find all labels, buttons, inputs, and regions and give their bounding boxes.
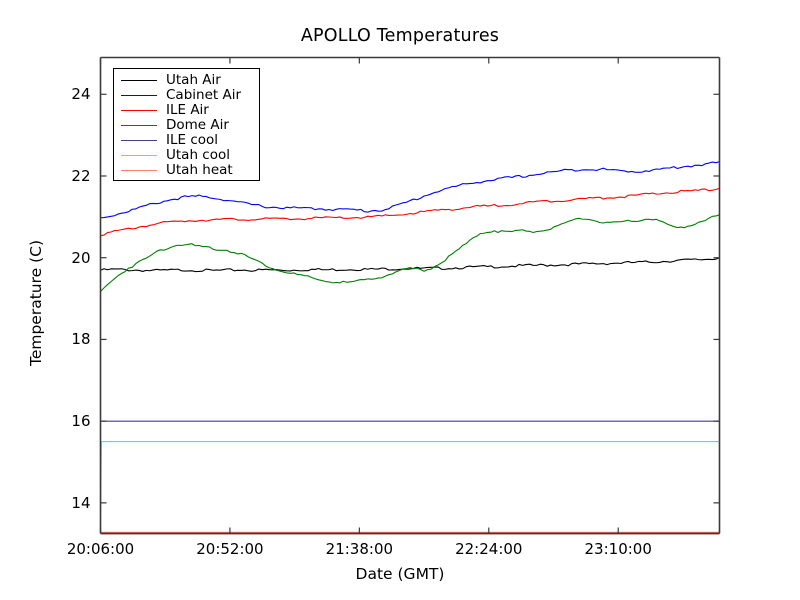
legend-label: Utah Air	[166, 72, 221, 88]
x-tick-label: 20:52:00	[196, 539, 264, 558]
legend-item: Utah heat	[121, 163, 259, 178]
legend-item: Utah cool	[121, 148, 259, 163]
y-tick-label: 22	[71, 166, 91, 185]
y-tick-label: 18	[71, 330, 91, 349]
y-tick-label: 14	[71, 493, 91, 512]
x-tick-label: 23:10:00	[584, 539, 652, 558]
legend-color-swatch	[121, 155, 157, 156]
data-lines-group	[100, 161, 720, 533]
legend-label: ILE Air	[166, 102, 209, 118]
series-line-ile-air	[100, 187, 720, 237]
series-line-cabinet-air	[100, 161, 720, 219]
legend-item: ILE cool	[121, 133, 259, 148]
legend-item: Utah Air	[121, 73, 259, 88]
series-line-utah-cool	[100, 441, 720, 530]
legend-item: Dome Air	[121, 118, 259, 133]
x-tick-label: 20:06:00	[66, 539, 135, 558]
legend-color-swatch	[121, 125, 157, 126]
legend-label: Cabinet Air	[166, 87, 242, 103]
series-line-utah-air	[100, 257, 720, 273]
legend-color-swatch	[121, 140, 157, 141]
legend-label: Dome Air	[166, 117, 229, 133]
x-tick-label: 22:24:00	[455, 539, 523, 558]
y-tick-label: 16	[71, 412, 91, 431]
legend-color-swatch	[121, 80, 157, 81]
axis-frame	[99, 56, 721, 535]
series-line-dome-air	[100, 214, 720, 292]
y-tick-label: 20	[71, 248, 91, 267]
legend-item: Cabinet Air	[121, 88, 259, 103]
legend-color-swatch	[121, 170, 157, 171]
chart-legend: Utah Air Cabinet Air ILE Air Dome Air ILE co…	[113, 68, 260, 181]
chart-title: APOLLO Temperatures	[300, 26, 500, 46]
x-axis-label: Date (GMT)	[355, 565, 445, 583]
y-axis-label: Temperature (C)	[27, 239, 45, 367]
x-tick-label: 21:38:00	[325, 539, 394, 558]
y-tick-label: 24	[71, 85, 91, 104]
legend-label: Utah heat	[166, 162, 233, 178]
legend-label: ILE cool	[166, 132, 219, 148]
legend-item: ILE Air	[121, 103, 259, 118]
legend-color-swatch	[121, 95, 157, 96]
legend-label: Utah cool	[166, 147, 230, 163]
tick-marks-group	[99, 57, 720, 534]
legend-color-swatch	[121, 110, 157, 111]
